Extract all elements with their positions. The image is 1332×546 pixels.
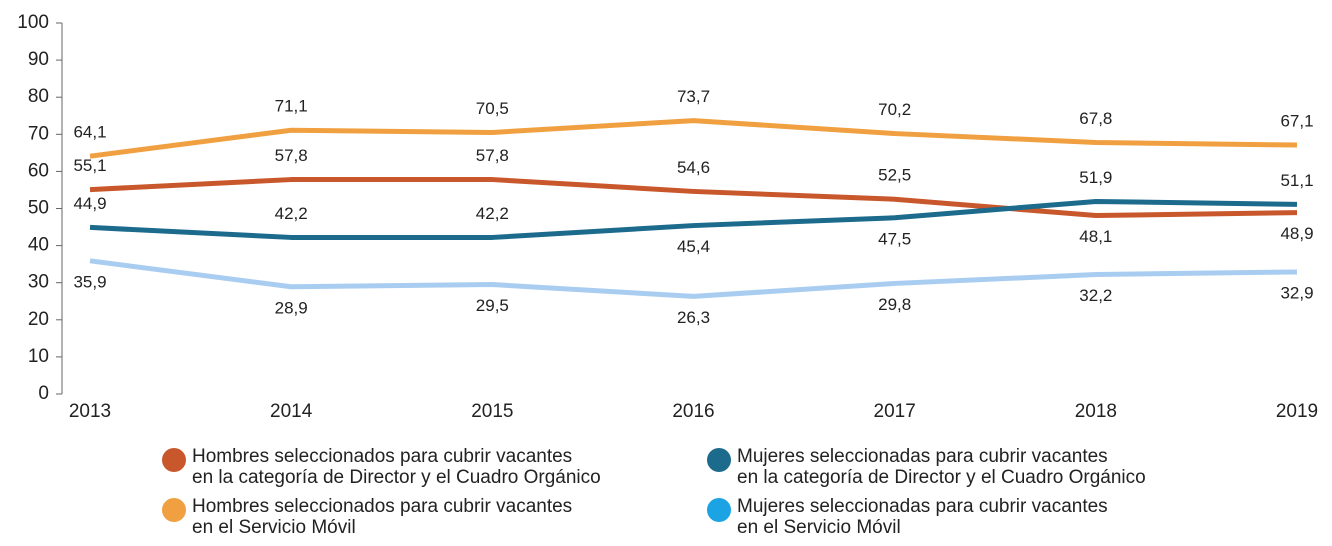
value-label: 45,4 [677, 237, 710, 256]
y-tick-label: 60 [28, 160, 49, 181]
value-label: 73,7 [677, 87, 710, 106]
value-label: 70,2 [878, 100, 911, 119]
legend-label: Hombres seleccionados para cubrir vacant… [192, 496, 573, 538]
x-tick-label: 2018 [1075, 401, 1117, 422]
value-label: 48,1 [1079, 227, 1112, 246]
value-label: 44,9 [73, 194, 106, 213]
value-label: 67,1 [1280, 112, 1313, 131]
y-tick-label: 40 [28, 235, 49, 256]
y-tick-label: 80 [28, 86, 49, 107]
value-label: 57,8 [476, 146, 509, 165]
y-tick-label: 70 [28, 123, 49, 144]
value-label: 29,5 [476, 296, 509, 315]
value-label: 48,9 [1280, 224, 1313, 243]
x-tick-label: 2017 [874, 401, 916, 422]
y-tick-label: 50 [28, 198, 49, 219]
legend-item: Hombres seleccionados para cubrir vacant… [162, 496, 707, 538]
y-tick-label: 100 [17, 12, 49, 33]
value-label: 51,1 [1280, 171, 1313, 190]
y-tick-label: 10 [28, 346, 49, 367]
value-label: 47,5 [878, 229, 911, 248]
series-line [89, 258, 1298, 299]
value-label: 64,1 [73, 123, 106, 142]
legend-label: Mujeres seleccionadas para cubrir vacant… [737, 496, 1108, 538]
value-label: 35,9 [73, 272, 106, 291]
legend-label: Hombres seleccionados para cubrir vacant… [192, 446, 601, 488]
chart: 0 10 20 30 40 50 60 70 80 90 100 2013 2014 2015 2016 20… [17, 12, 1318, 422]
y-tick-label: 30 [28, 272, 49, 293]
value-label: 52,5 [878, 166, 911, 185]
value-label: 42,2 [275, 204, 308, 223]
value-label: 71,1 [275, 97, 308, 116]
x-tick-label: 2013 [69, 401, 111, 422]
legend-label: Mujeres seleccionadas para cubrir vacant… [737, 446, 1146, 488]
value-label: 42,2 [476, 204, 509, 223]
series-line [89, 198, 1298, 240]
value-label: 32,9 [1280, 283, 1313, 302]
legend-item: Mujeres seleccionadas para cubrir vacant… [707, 496, 1252, 538]
legend-marker [707, 448, 731, 472]
x-tick-label: 2019 [1276, 401, 1318, 422]
legend: Hombres seleccionados para cubrir vacant… [162, 446, 1282, 538]
legend-item: Mujeres seleccionadas para cubrir vacant… [707, 446, 1252, 488]
value-label: 26,3 [677, 308, 710, 327]
x-tick-label: 2015 [471, 401, 513, 422]
legend-item: Hombres seleccionados para cubrir vacant… [162, 446, 707, 488]
value-label: 29,8 [878, 295, 911, 314]
value-label: 28,9 [275, 298, 308, 317]
legend-marker [162, 498, 186, 522]
value-label: 32,2 [1079, 286, 1112, 305]
y-tick-label: 90 [28, 49, 49, 70]
series-line [89, 118, 1298, 159]
value-label: 54,6 [677, 158, 710, 177]
value-label: 57,8 [275, 146, 308, 165]
x-tick-label: 2016 [672, 401, 714, 422]
value-label: 51,9 [1079, 168, 1112, 187]
value-label: 70,5 [476, 99, 509, 118]
value-label: 67,8 [1079, 109, 1112, 128]
series-line [89, 177, 1298, 219]
y-tick-label: 20 [28, 309, 49, 330]
x-tick-label: 2014 [270, 401, 313, 422]
legend-marker [162, 448, 186, 472]
legend-marker [707, 498, 731, 522]
value-label: 55,1 [73, 156, 106, 175]
y-tick-label: 0 [38, 383, 49, 404]
